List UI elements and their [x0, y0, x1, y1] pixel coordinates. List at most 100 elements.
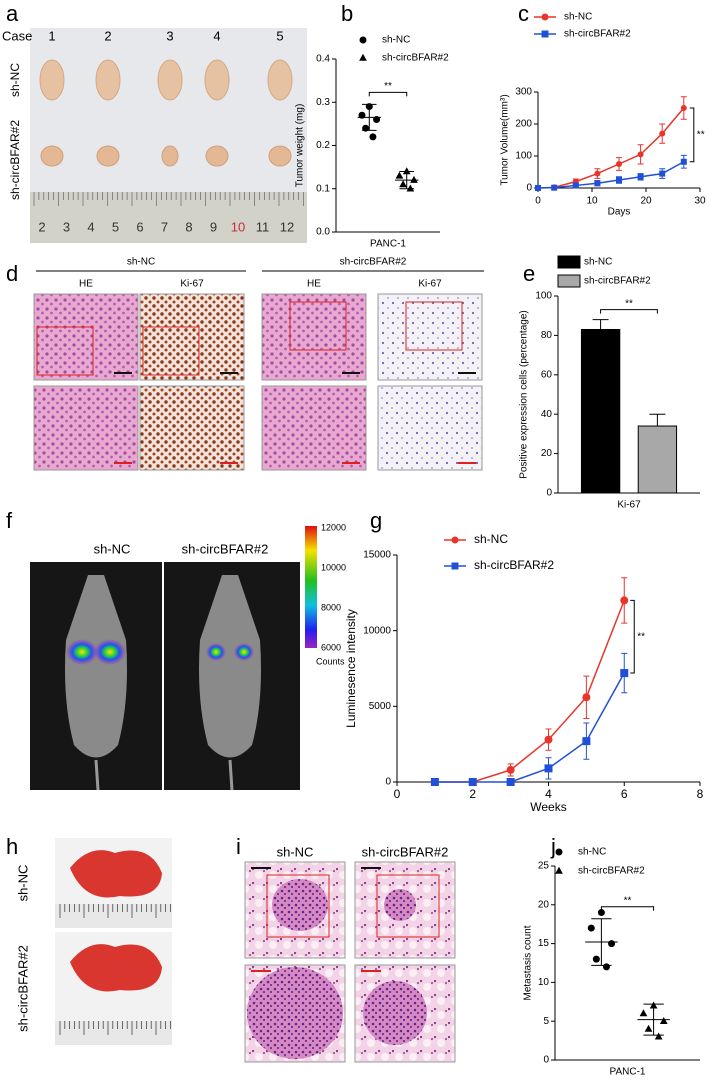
- y-tick-label: 20: [538, 899, 550, 910]
- y-tick-label: 60: [541, 369, 553, 380]
- signal: [206, 643, 226, 661]
- x-tick-label: PANC-1: [610, 1067, 646, 1078]
- significance-bracket: [368, 91, 408, 97]
- legend-marker: [555, 866, 563, 874]
- rotated-label: sh-circBFAR#2: [8, 120, 22, 200]
- legend-label: sh-circBFAR#2: [474, 558, 554, 572]
- point: [468, 778, 477, 786]
- case-number: 3: [166, 28, 173, 43]
- lung: [70, 850, 162, 898]
- point: [594, 180, 601, 187]
- point: [659, 1017, 668, 1024]
- legend-label: sh-NC: [474, 532, 508, 546]
- colorbar: [305, 526, 317, 648]
- case-label: Case: [2, 28, 32, 43]
- ruler: [55, 1021, 172, 1045]
- zoom-box: [142, 326, 200, 376]
- group-label: sh-circBFAR#2: [340, 257, 407, 268]
- legend-label: sh-NC: [578, 847, 606, 858]
- tumor: [39, 59, 65, 101]
- x-tick-label: 8: [697, 787, 704, 801]
- x-tick-label: 0: [394, 787, 401, 801]
- point: [620, 596, 629, 605]
- point: [551, 184, 558, 191]
- panel-label: c: [518, 1, 529, 26]
- rotated-label: Tumor Volume(mm³): [500, 94, 511, 185]
- point: [594, 170, 601, 177]
- error-bar: [592, 319, 609, 330]
- panel-label: b: [341, 1, 353, 26]
- stain-label: HE: [307, 279, 321, 290]
- mouse: [65, 575, 127, 758]
- lung: [70, 944, 162, 992]
- stain-label: Ki-67: [418, 279, 442, 290]
- histology-image: [377, 293, 483, 381]
- point: [402, 167, 411, 175]
- point: [616, 161, 622, 167]
- group-label: sh-NC: [127, 257, 155, 268]
- point: [544, 735, 553, 744]
- error-bar: [362, 103, 377, 131]
- point: [506, 765, 515, 774]
- y-tick-label: 0: [543, 1055, 549, 1066]
- y-tick-label: 80: [541, 330, 553, 341]
- histology-image: [261, 385, 367, 471]
- histology-image: [139, 293, 245, 381]
- stain-label: HE: [79, 279, 93, 290]
- point: [582, 737, 591, 746]
- x-tick-label: 10: [586, 196, 598, 207]
- error-bar: [643, 1003, 664, 1036]
- legend-marker: [359, 36, 367, 44]
- ruler: [55, 904, 172, 928]
- colorbar-unit: Counts: [316, 656, 345, 666]
- y-tick-label: 0.3: [316, 97, 330, 108]
- point: [637, 173, 644, 180]
- rotated-label: sh-circBFAR#2: [15, 945, 30, 1032]
- tumor: [204, 59, 230, 101]
- y-tick-label: 300: [515, 87, 532, 98]
- y-tick-label: 10: [538, 977, 550, 988]
- x-tick-label: 2: [469, 787, 476, 801]
- significance-bracket: [600, 906, 655, 911]
- x-tick-label: PANC-1: [370, 239, 406, 250]
- line: [537, 107, 685, 189]
- ruler-number: 4: [87, 219, 94, 234]
- ruler-number: 6: [136, 219, 143, 234]
- panel-label: d: [6, 261, 18, 286]
- ruler-number: 8: [185, 219, 192, 234]
- histology-image: [261, 293, 367, 381]
- point: [410, 175, 418, 183]
- colorbar-label: 8000: [321, 602, 341, 612]
- point: [608, 940, 616, 948]
- y-tick-label: 0: [385, 777, 391, 788]
- metastasis: [384, 889, 416, 921]
- group-label: sh-circBFAR#2: [362, 844, 449, 859]
- point: [616, 177, 622, 183]
- colorbar-label: 6000: [321, 642, 341, 652]
- y-tick-label: 25: [538, 861, 550, 872]
- point: [654, 1032, 663, 1040]
- annotation: **: [384, 81, 392, 92]
- tumor: [268, 145, 292, 167]
- point: [602, 963, 610, 971]
- error-bar: [399, 170, 414, 190]
- panel-label: e: [523, 261, 535, 286]
- point: [395, 171, 404, 179]
- rotated-label: Metastasis count: [523, 925, 534, 1000]
- y-tick-label: 0.1: [316, 183, 330, 194]
- zoom-box: [405, 301, 463, 351]
- tumor: [95, 59, 121, 101]
- error-bar: [591, 918, 612, 966]
- rotated-label: sh-NC: [8, 63, 22, 97]
- point: [637, 151, 644, 158]
- rotated-label: Tumor weight (mg): [295, 104, 306, 188]
- point: [620, 669, 629, 678]
- x-axis-label: Weeks: [530, 800, 566, 814]
- histology-image: [33, 293, 139, 381]
- x-tick-label: 30: [694, 196, 706, 207]
- point: [399, 180, 407, 188]
- y-tick-label: 0: [546, 488, 552, 499]
- legend-label: sh-NC: [382, 35, 410, 46]
- point: [430, 778, 439, 786]
- case-number: 4: [213, 28, 220, 43]
